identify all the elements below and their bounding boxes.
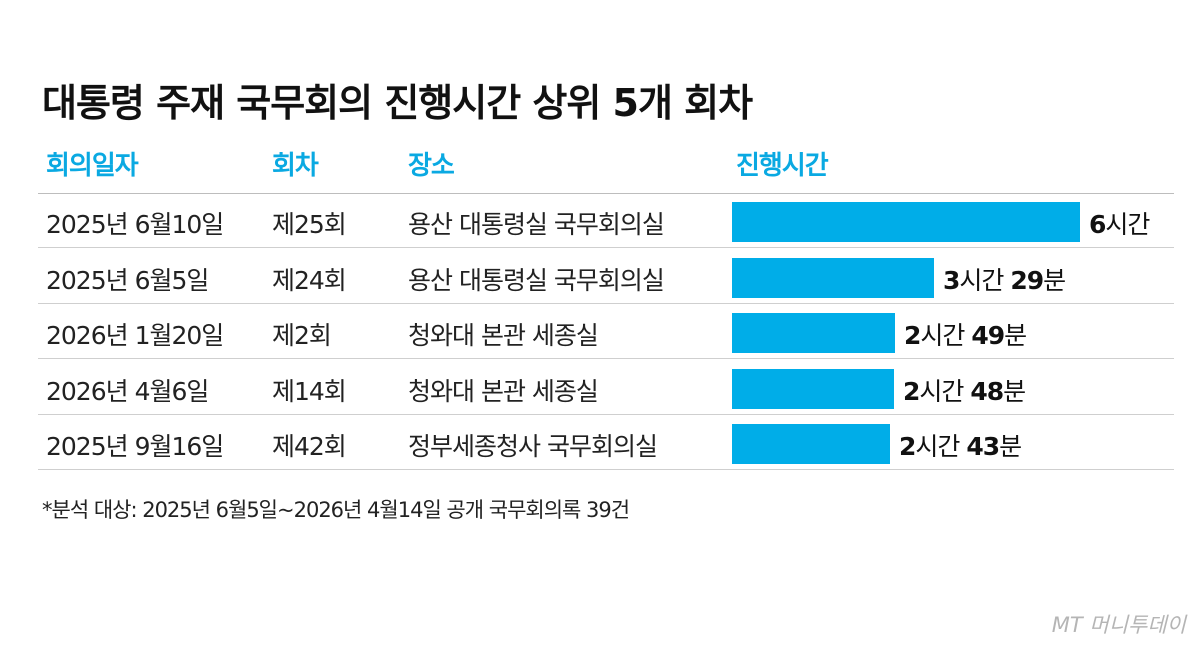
table-row: 2026년 4월6일 제14회 청와대 본관 세종실 2시간 48분 xyxy=(0,360,1200,415)
row-divider xyxy=(38,302,1174,304)
duration-minutes: 49 xyxy=(971,321,1005,350)
duration-label: 2시간 49분 xyxy=(904,316,1027,352)
row-place: 청와대 본관 세종실 xyxy=(408,376,599,406)
header-duration: 진행시간 xyxy=(736,151,829,181)
duration-bar xyxy=(732,424,890,464)
duration-minutes: 29 xyxy=(1010,265,1044,295)
row-round: 제42회 xyxy=(272,432,347,461)
row-divider xyxy=(38,247,1174,248)
table-row: 2025년 6월5일 제24회 용산 대통령실 국무회의실 3시간 29분 xyxy=(0,249,1200,304)
table-header: 회의일자 회차 장소 진행시간 xyxy=(0,145,1200,189)
duration-minutes: 43 xyxy=(966,432,1000,461)
duration-minutes-unit: 분 xyxy=(999,432,1022,461)
duration-hours: 2 xyxy=(904,321,921,350)
row-round: 제14회 xyxy=(272,376,347,406)
duration-label: 2시간 48분 xyxy=(903,372,1026,408)
duration-bar xyxy=(732,313,895,353)
duration-hours: 3 xyxy=(943,265,960,295)
header-place: 장소 xyxy=(408,151,455,181)
row-place: 용산 대통령실 국무회의실 xyxy=(408,210,665,239)
chart-title: 대통령 주재 국무회의 진행시간 상위 5개 회차 xyxy=(42,81,753,125)
publisher-logo: MT 머니투데이 xyxy=(1051,613,1186,637)
footnote: *분석 대상: 2025년 6월5일~2026년 4월14일 공개 국무회의록 … xyxy=(42,498,630,522)
duration-minutes-unit: 분 xyxy=(1003,376,1026,406)
duration-label: 6시간 xyxy=(1089,205,1150,241)
row-date: 2026년 1월20일 xyxy=(46,321,224,350)
row-date: 2025년 6월5일 xyxy=(46,265,209,295)
table-row: 2025년 9월16일 제42회 정부세종청사 국무회의실 2시간 43분 xyxy=(0,415,1200,470)
row-round: 제25회 xyxy=(272,210,347,239)
duration-bar xyxy=(732,202,1080,242)
row-place: 정부세종청사 국무회의실 xyxy=(408,432,658,461)
duration-hours-unit: 시간 xyxy=(920,321,965,350)
duration-label: 3시간 29분 xyxy=(943,261,1066,297)
duration-bar xyxy=(732,257,934,298)
duration-hours: 6 xyxy=(1089,210,1106,239)
duration-minutes: 48 xyxy=(970,376,1004,406)
duration-hours: 2 xyxy=(903,376,920,406)
duration-minutes-unit: 분 xyxy=(1043,265,1066,295)
header-round: 회차 xyxy=(272,151,319,181)
duration-hours-unit: 시간 xyxy=(1105,210,1150,239)
header-divider xyxy=(38,193,1174,194)
row-divider xyxy=(38,413,1174,415)
row-round: 제24회 xyxy=(272,265,347,295)
duration-bar xyxy=(732,368,894,409)
header-date: 회의일자 xyxy=(46,151,139,181)
duration-hours-unit: 시간 xyxy=(919,376,964,406)
table-row: 2026년 1월20일 제2회 청와대 본관 세종실 2시간 49분 xyxy=(0,304,1200,359)
duration-hours: 2 xyxy=(899,432,916,461)
row-date: 2025년 6월10일 xyxy=(46,210,224,239)
row-date: 2026년 4월6일 xyxy=(46,376,209,406)
duration-minutes-unit: 분 xyxy=(1004,321,1027,350)
duration-hours-unit: 시간 xyxy=(915,432,960,461)
row-divider xyxy=(38,469,1174,470)
row-place: 청와대 본관 세종실 xyxy=(408,321,599,350)
duration-hours-unit: 시간 xyxy=(959,265,1004,295)
table-row: 2025년 6월10일 제25회 용산 대통령실 국무회의실 6시간 xyxy=(0,193,1200,248)
row-round: 제2회 xyxy=(272,321,332,350)
row-date: 2025년 9월16일 xyxy=(46,432,224,461)
duration-label: 2시간 43분 xyxy=(899,427,1022,463)
row-place: 용산 대통령실 국무회의실 xyxy=(408,265,665,295)
row-divider xyxy=(38,358,1174,359)
